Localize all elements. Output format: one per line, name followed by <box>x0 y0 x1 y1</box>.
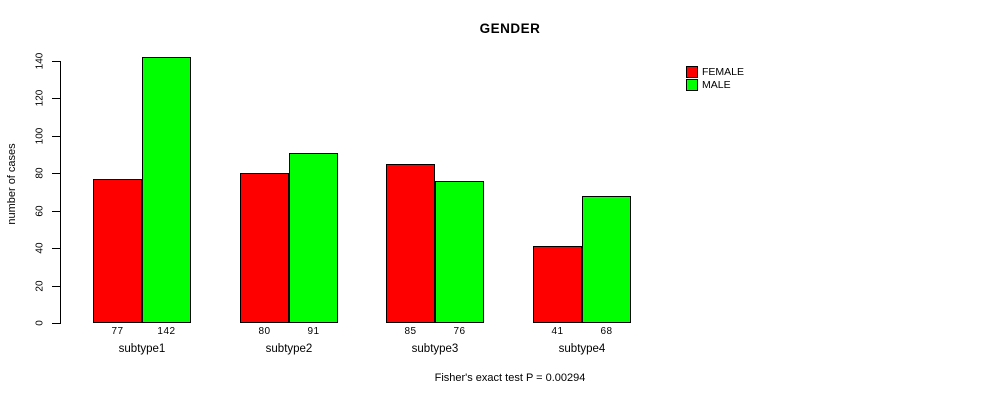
bar-value-female-subtype4: 41 <box>551 326 564 337</box>
bar-value-male-subtype2: 91 <box>307 326 320 337</box>
bar-male-subtype2 <box>289 153 338 323</box>
y-tick-60 <box>52 211 60 212</box>
y-tick-label-20: 20 <box>34 280 46 292</box>
chart-title: GENDER <box>479 21 541 36</box>
y-tick-100 <box>52 136 60 137</box>
y-tick-40 <box>52 248 60 249</box>
bar-female-subtype3 <box>386 164 435 323</box>
y-tick-20 <box>52 286 60 287</box>
legend-swatch-male <box>686 79 698 91</box>
bar-male-subtype3 <box>435 181 484 323</box>
y-axis-label: number of cases <box>6 143 18 225</box>
x-category-label-subtype4: subtype4 <box>558 343 606 355</box>
x-category-label-subtype3: subtype3 <box>411 343 459 355</box>
y-axis-line <box>60 61 61 324</box>
y-tick-label-140: 140 <box>34 52 46 70</box>
bar-male-subtype4 <box>582 196 631 323</box>
y-tick-label-40: 40 <box>34 242 46 254</box>
x-category-label-subtype2: subtype2 <box>265 343 313 355</box>
legend-item-male: MALE <box>686 79 744 91</box>
bar-female-subtype4 <box>533 246 582 323</box>
y-tick-120 <box>52 98 60 99</box>
legend-label-male: MALE <box>702 79 731 91</box>
y-tick-label-0: 0 <box>34 320 46 326</box>
bar-value-female-subtype3: 85 <box>404 326 417 337</box>
bar-male-subtype1 <box>142 57 191 323</box>
y-tick-label-120: 120 <box>34 89 46 107</box>
bar-female-subtype1 <box>93 179 142 323</box>
bar-value-male-subtype1: 142 <box>157 326 176 337</box>
y-tick-140 <box>52 61 60 62</box>
x-category-label-subtype1: subtype1 <box>118 343 166 355</box>
bar-value-male-subtype3: 76 <box>453 326 466 337</box>
bar-value-female-subtype1: 77 <box>111 326 124 337</box>
annotation-fisher-test: Fisher's exact test P = 0.00294 <box>434 372 586 384</box>
bar-value-female-subtype2: 80 <box>258 326 271 337</box>
legend-label-female: FEMALE <box>702 66 745 78</box>
y-tick-label-80: 80 <box>34 167 46 179</box>
legend: FEMALE MALE <box>686 66 744 92</box>
y-tick-80 <box>52 173 60 174</box>
y-tick-0 <box>52 323 60 324</box>
legend-swatch-female <box>686 66 698 78</box>
y-tick-label-60: 60 <box>34 205 46 217</box>
legend-item-female: FEMALE <box>686 66 744 78</box>
bar-value-male-subtype4: 68 <box>600 326 613 337</box>
bar-female-subtype2 <box>240 173 289 323</box>
y-tick-label-100: 100 <box>34 127 46 145</box>
